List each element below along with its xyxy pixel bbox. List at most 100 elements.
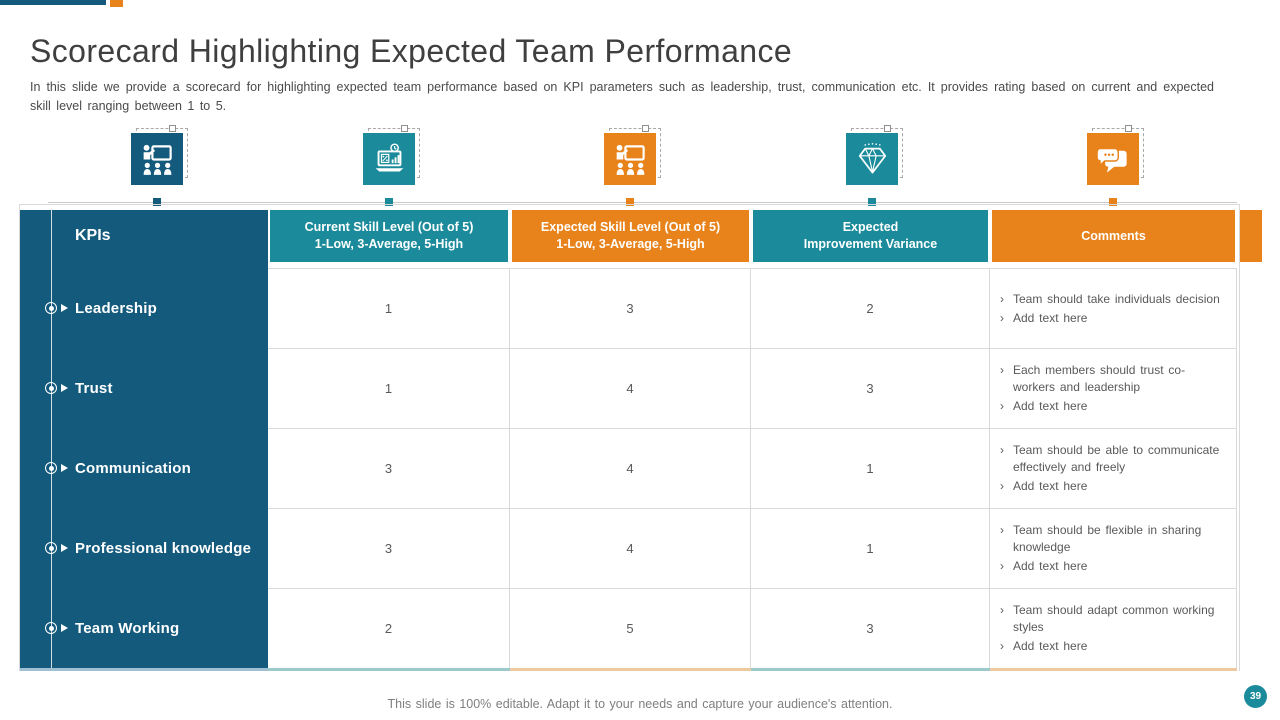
cell-variance[interactable]: 3 xyxy=(751,589,990,669)
table-outline xyxy=(19,204,1240,671)
laptop-analytics-icon[interactable] xyxy=(363,133,415,185)
cell-variance[interactable]: 1 xyxy=(751,509,990,589)
presentation-board-icon[interactable] xyxy=(604,133,656,185)
header-line: Comments xyxy=(1081,228,1146,243)
target-bullet-icon xyxy=(45,622,68,634)
header-line: 1-Low, 3-Average, 5-High xyxy=(314,237,464,251)
comment-text: Add text here xyxy=(1013,638,1088,653)
timeline-marker xyxy=(626,198,634,206)
chevron-bullet: › xyxy=(1000,523,1004,538)
cell-comments[interactable]: › Team should be flexible in sharing know… xyxy=(990,509,1237,589)
comment-text: Each members should trust co-workers and… xyxy=(1013,363,1186,395)
selection-handle[interactable] xyxy=(401,125,408,132)
header-line: Expected xyxy=(842,220,899,235)
page-title[interactable]: Scorecard Highlighting Expected Team Per… xyxy=(30,33,793,69)
slide-description[interactable]: In this slide we provide a scorecard for… xyxy=(30,80,1214,114)
chevron-bullet: › xyxy=(1000,603,1004,618)
header-expected-skill[interactable]: Expected Skill Level (Out of 5) 1-Low, 3… xyxy=(512,210,749,262)
kpi-label: Leadership xyxy=(75,299,158,317)
bottom-strip xyxy=(990,668,1237,671)
header-line: 1-Low, 3-Average, 5-High xyxy=(556,237,705,251)
top-accent-bar xyxy=(0,0,106,5)
comment-text: Add text here xyxy=(1013,310,1088,325)
cell-variance[interactable]: 3 xyxy=(751,349,990,429)
comment-text: Team should be flexible in sharing knowl… xyxy=(1013,523,1202,555)
kpi-header[interactable]: KPIs xyxy=(75,227,111,244)
kpi-row-leadership[interactable]: Leadership xyxy=(20,268,268,348)
chat-bubbles-glyph xyxy=(1095,147,1127,173)
presentation-board-glyph xyxy=(616,144,645,175)
cell-current[interactable]: 3 xyxy=(268,429,510,509)
kpi-row-communication[interactable]: Communication xyxy=(20,428,268,508)
cell-comments[interactable]: › Each members should trust co-workers an… xyxy=(990,349,1237,429)
cell-comments[interactable]: › Team should take individuals decision ›… xyxy=(990,269,1237,349)
diamond-icon[interactable] xyxy=(846,133,898,185)
header-comments[interactable]: Comments xyxy=(992,210,1235,262)
target-bullet-icon xyxy=(45,542,68,554)
header-line: Expected Skill Level (Out of 5) xyxy=(540,220,721,235)
kpi-row-professional-knowledge[interactable]: Professional knowledge xyxy=(20,508,268,588)
cell-variance[interactable]: 2 xyxy=(751,269,990,349)
kpi-label: Professional knowledge xyxy=(75,539,252,557)
cell-current[interactable]: 1 xyxy=(268,349,510,429)
chevron-bullet: › xyxy=(1000,638,1004,653)
cell-expected[interactable]: 4 xyxy=(510,429,751,509)
target-bullet-icon xyxy=(45,382,68,394)
header-edge-stub xyxy=(1240,210,1262,262)
comment-text: Add text here xyxy=(1013,478,1088,493)
bottom-strip xyxy=(510,668,751,671)
cell-expected[interactable]: 5 xyxy=(510,589,751,669)
bottom-strip xyxy=(751,668,990,671)
selection-handle[interactable] xyxy=(1125,125,1132,132)
target-bullet-icon xyxy=(45,302,68,314)
cell-current[interactable]: 3 xyxy=(268,509,510,589)
page-number-badge: 39 xyxy=(1244,685,1267,708)
selection-handle[interactable] xyxy=(642,125,649,132)
timeline-marker xyxy=(385,198,393,206)
comment-text: Team should take individuals decision xyxy=(1013,291,1220,306)
comment-text: Add text here xyxy=(1013,558,1088,573)
cell-current[interactable]: 1 xyxy=(268,269,510,349)
chevron-bullet: › xyxy=(1000,443,1004,458)
presentation-board-glyph xyxy=(143,144,172,175)
selection-handle[interactable] xyxy=(169,125,176,132)
header-improvement-variance[interactable]: Expected Improvement Variance xyxy=(753,210,988,262)
cell-comments[interactable]: › Team should be able to communicate effe… xyxy=(990,429,1237,509)
cell-variance[interactable]: 1 xyxy=(751,429,990,509)
chevron-bullet: › xyxy=(1000,291,1004,306)
chevron-bullet: › xyxy=(1000,558,1004,573)
laptop-analytics-glyph xyxy=(375,142,403,172)
timeline-marker xyxy=(868,198,876,206)
footer-note[interactable]: This slide is 100% editable. Adapt it to… xyxy=(387,697,893,711)
chevron-bullet: › xyxy=(1000,398,1004,413)
diamond-glyph xyxy=(858,142,886,173)
bottom-strip xyxy=(20,668,268,671)
kpi-timeline-line xyxy=(51,210,52,668)
header-line: Current Skill Level (Out of 5) xyxy=(304,220,474,235)
bottom-strip xyxy=(268,668,510,671)
chat-bubbles-icon[interactable] xyxy=(1087,133,1139,185)
comment-text: Team should adapt common working styles xyxy=(1013,603,1215,635)
header-line: Improvement Variance xyxy=(803,237,938,251)
target-bullet-icon xyxy=(45,462,68,474)
chevron-bullet: › xyxy=(1000,478,1004,493)
cell-expected[interactable]: 4 xyxy=(510,349,751,429)
comment-text: Add text here xyxy=(1013,398,1088,413)
kpi-label: Team Working xyxy=(75,619,180,637)
timeline-marker xyxy=(1109,198,1117,206)
cell-comments[interactable]: › Team should adapt common working styles… xyxy=(990,589,1237,669)
kpi-row-team-working[interactable]: Team Working xyxy=(20,588,268,668)
header-current-skill[interactable]: Current Skill Level (Out of 5) 1-Low, 3-… xyxy=(270,210,508,262)
cell-expected[interactable]: 4 xyxy=(510,509,751,589)
kpi-row-trust[interactable]: Trust xyxy=(20,348,268,428)
kpi-column: KPIs Leadership Trust Communication Prof… xyxy=(20,210,268,668)
presentation-board-icon[interactable] xyxy=(131,133,183,185)
kpi-label: Communication xyxy=(75,459,191,477)
timeline-marker xyxy=(153,198,161,206)
selection-handle[interactable] xyxy=(884,125,891,132)
icon-connector-line xyxy=(48,202,1237,203)
cell-expected[interactable]: 3 xyxy=(510,269,751,349)
cell-current[interactable]: 2 xyxy=(268,589,510,669)
chevron-bullet: › xyxy=(1000,310,1004,325)
